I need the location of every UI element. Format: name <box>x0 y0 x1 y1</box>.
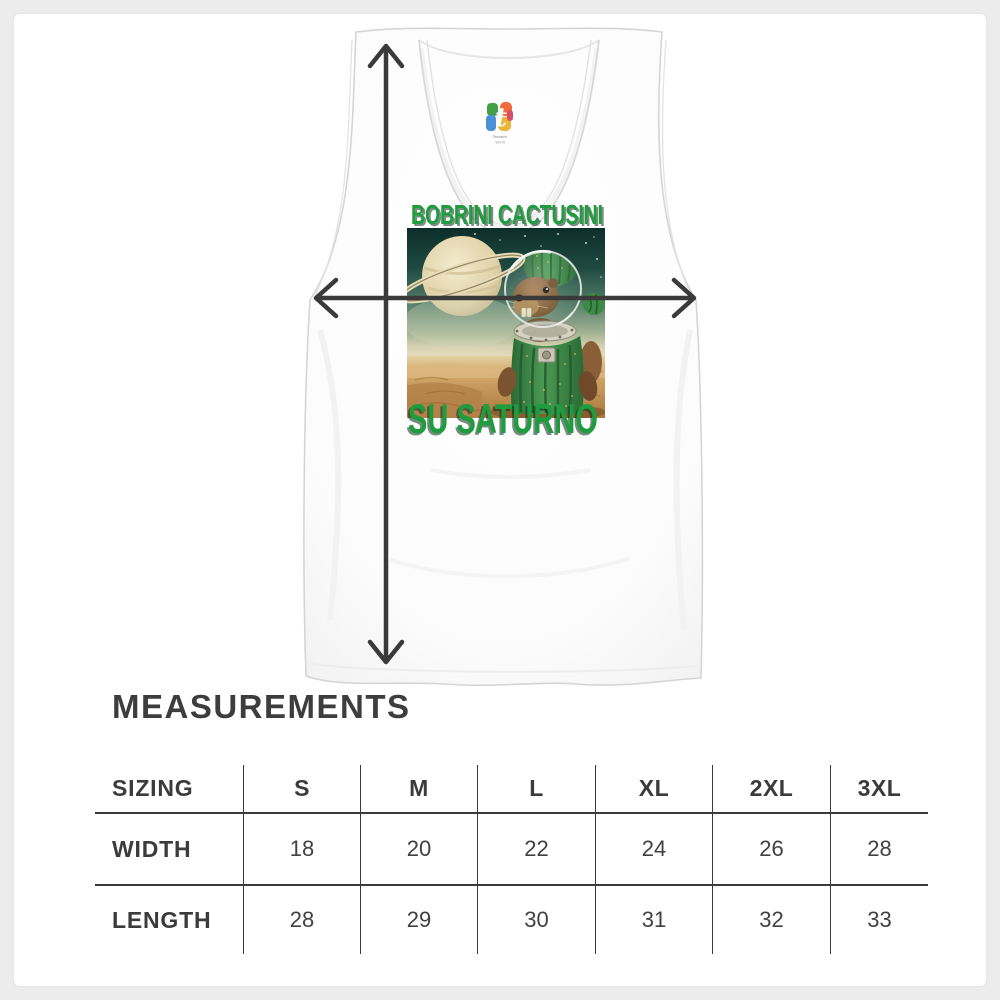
print-bottom-text-shadow: SU SATURNO <box>406 397 596 444</box>
size-table: SIZING S M L XL 2XL 3XL WIDTH 18 20 22 2… <box>95 765 928 954</box>
neck-label: t Teemium Slim fit <box>486 102 513 145</box>
width-arrow <box>313 277 697 319</box>
arrowhead-down <box>367 639 405 665</box>
table-header-row: SIZING S M L XL 2XL 3XL <box>95 765 928 814</box>
header-sizing: SIZING <box>112 775 194 801</box>
header-l: L <box>477 765 595 812</box>
right-armhole-stitch <box>661 39 692 296</box>
logo-blue-block <box>486 115 496 131</box>
cactus-body <box>510 336 584 414</box>
helmet-collar <box>513 320 577 363</box>
print-top-text: BOBRINI CACTUSINI <box>411 199 603 230</box>
table-row-length: LENGTH 28 29 30 31 32 33 <box>95 886 928 954</box>
print-texts: BOBRINI CACTUSINI BOBRINI CACTUSINI SU S… <box>406 199 605 444</box>
width-2xl: 26 <box>712 814 830 884</box>
wrinkle <box>429 468 591 479</box>
header-3xl: 3XL <box>830 765 928 812</box>
row-label-length: LENGTH <box>112 906 212 933</box>
logo-red-block <box>507 110 513 121</box>
left-paw <box>497 367 517 397</box>
teemium-t-logo: t <box>486 102 513 133</box>
width-m: 20 <box>360 814 477 884</box>
logo-green-block <box>487 103 498 116</box>
print-image <box>407 228 605 418</box>
length-xl: 31 <box>595 886 712 954</box>
length-m: 29 <box>360 886 477 954</box>
arrowhead-up <box>367 43 405 69</box>
print-bottom-text: SU SATURNO <box>408 395 598 442</box>
wrinkle <box>389 556 631 579</box>
hem-stitch <box>309 663 699 673</box>
left-armhole-stitch <box>314 39 353 296</box>
wrinkle <box>317 329 342 621</box>
horizon-haze <box>407 296 520 348</box>
stars <box>474 233 602 278</box>
label-brand-text: Teemium <box>493 135 508 139</box>
neckline-inner <box>426 39 592 226</box>
label-fit-text: Slim fit <box>495 141 505 145</box>
length-2xl: 32 <box>712 886 830 954</box>
row-label-width: WIDTH <box>112 835 192 862</box>
wrinkle <box>673 329 693 631</box>
header-xl: XL <box>595 765 712 812</box>
length-s: 28 <box>243 886 360 954</box>
width-xl: 24 <box>595 814 712 884</box>
length-l: 30 <box>477 886 595 954</box>
header-s: S <box>243 765 360 812</box>
back-collar-seam <box>418 39 600 59</box>
width-s: 18 <box>243 814 360 884</box>
measurements-heading: MEASUREMENTS <box>112 688 411 725</box>
print-graphic: BOBRINI CACTUSINI BOBRINI CACTUSINI SU S… <box>406 199 605 444</box>
table-row-width: WIDTH 18 20 22 24 26 28 <box>95 814 928 886</box>
logo-yellow-block <box>498 117 511 131</box>
width-l: 22 <box>477 814 595 884</box>
right-paw <box>578 371 598 401</box>
length-3xl: 33 <box>830 886 928 954</box>
width-3xl: 28 <box>830 814 928 884</box>
arrowhead-left <box>313 277 339 319</box>
print-top-text-shadow: BOBRINI CACTUSINI <box>413 201 605 232</box>
header-m: M <box>360 765 477 812</box>
header-2xl: 2XL <box>712 765 830 812</box>
logo-letter: t <box>495 103 507 133</box>
length-arrow <box>367 43 405 665</box>
arrowhead-right <box>671 277 697 319</box>
